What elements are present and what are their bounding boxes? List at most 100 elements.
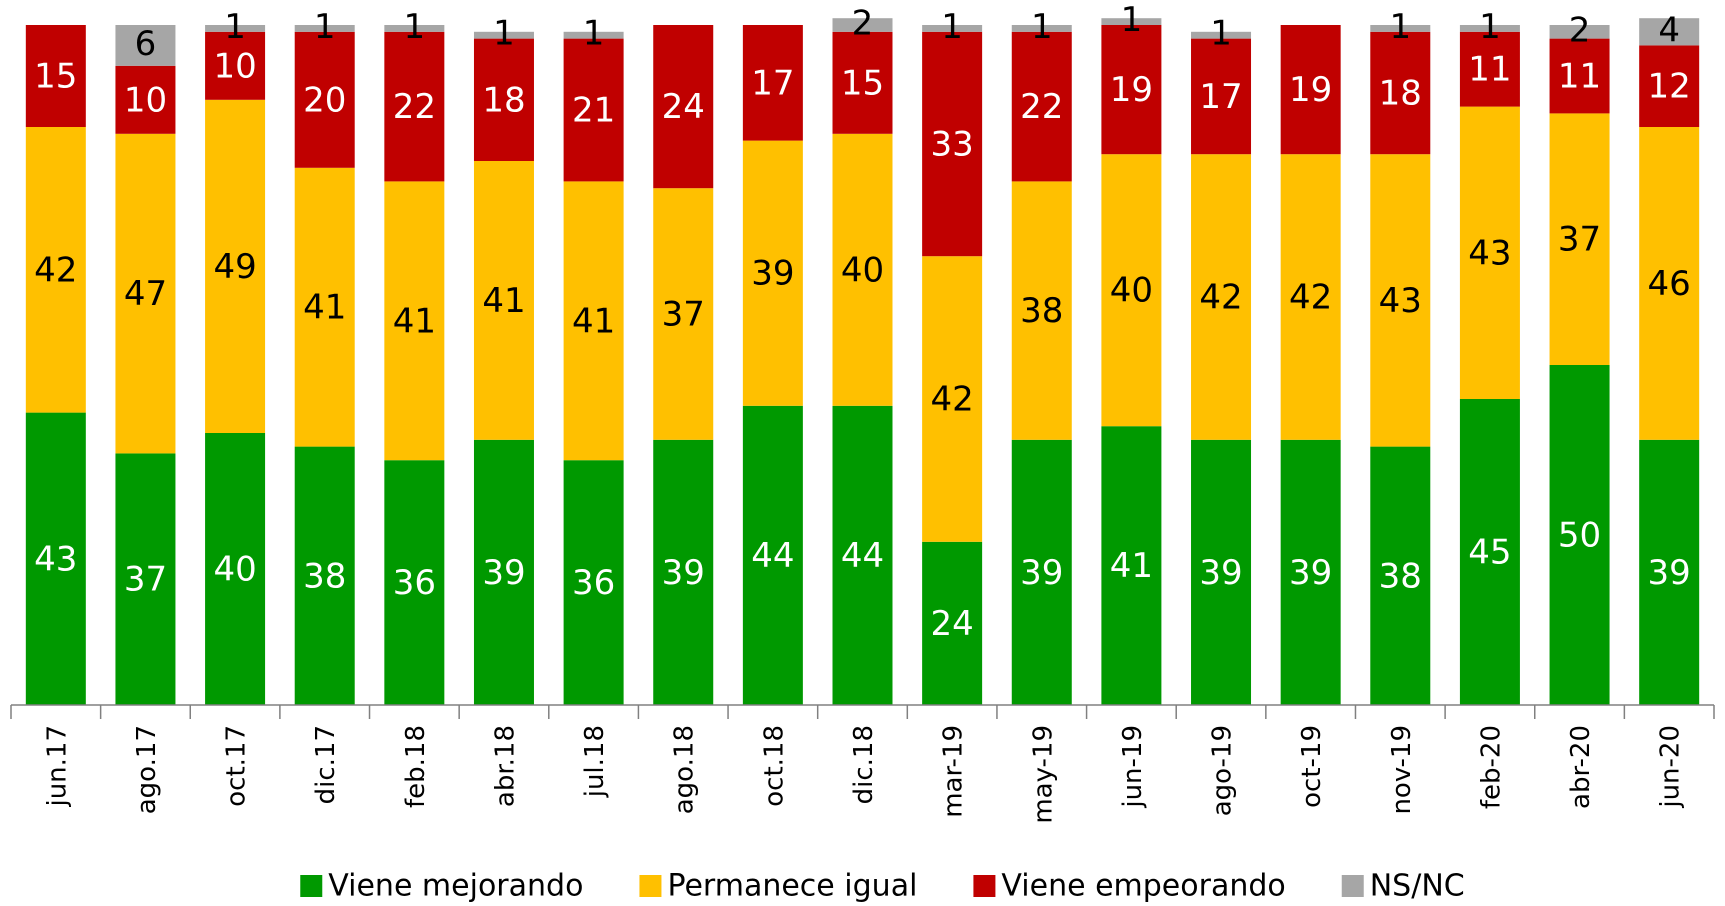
data-label: 1: [941, 7, 963, 47]
x-tick-label: oct-19: [1297, 725, 1327, 808]
x-tick-label: feb-20: [1476, 725, 1506, 809]
data-label: 41: [393, 301, 436, 341]
bar-segment: [832, 18, 893, 32]
data-label: 24: [662, 87, 705, 127]
legend-swatch: [639, 875, 662, 897]
data-label: 4: [1658, 10, 1680, 50]
bar-segment: [1370, 25, 1431, 32]
bar-segment: [1370, 31, 1431, 155]
bar-segment: [653, 25, 714, 189]
data-label: 37: [662, 295, 705, 335]
legend-swatch: [300, 875, 323, 897]
data-label: 42: [930, 380, 973, 420]
bar-segment: [563, 38, 624, 182]
bar-segment: [1191, 154, 1252, 440]
legend-label: Viene empeorando: [1001, 869, 1285, 904]
bar-segment: [1280, 154, 1341, 440]
x-tick-label: abr-20: [1566, 725, 1596, 809]
data-label: 1: [1389, 7, 1411, 47]
data-label: 2: [1569, 10, 1591, 50]
bar-segment: [1639, 439, 1700, 705]
data-label: 36: [572, 563, 615, 603]
data-label: 18: [1379, 74, 1422, 114]
data-label: 15: [841, 63, 884, 103]
data-label: 49: [213, 247, 256, 287]
bar-segment: [1280, 25, 1341, 155]
data-label: 17: [751, 63, 794, 103]
data-label: 10: [124, 80, 167, 120]
bar-segment: [384, 31, 445, 182]
data-label: 39: [1020, 553, 1063, 593]
bar-segment: [1549, 38, 1610, 114]
bar-segment: [563, 31, 624, 39]
data-label: 37: [124, 560, 167, 600]
bar-segment: [115, 133, 176, 454]
data-label: 45: [1468, 533, 1511, 573]
bar-segment: [653, 439, 714, 705]
data-label: 1: [404, 7, 426, 47]
bar-segment: [1459, 25, 1520, 32]
bar-segment: [742, 405, 803, 705]
data-label: 17: [1199, 77, 1242, 117]
data-label: 12: [1648, 67, 1691, 107]
data-label: 24: [930, 604, 973, 644]
data-label: 22: [1020, 87, 1063, 127]
bar-segment: [384, 181, 445, 461]
bar-segment: [832, 405, 893, 705]
data-label: 43: [1468, 233, 1511, 273]
data-label: 1: [1121, 0, 1143, 40]
bar-segment: [1101, 25, 1162, 155]
data-label: 19: [1289, 70, 1332, 110]
bar-segment: [115, 25, 176, 66]
bar-segment: [1639, 127, 1700, 440]
bar-segment: [205, 31, 266, 100]
bar-segment: [115, 453, 176, 705]
legend-label: NS/NC: [1370, 869, 1465, 904]
data-label: 1: [493, 14, 515, 54]
bar-segment: [922, 31, 983, 257]
legend-label: Viene mejorando: [328, 869, 583, 904]
bar-segment: [1549, 25, 1610, 39]
bar-segment: [1370, 154, 1431, 447]
bar-segment: [922, 541, 983, 705]
bar-segment: [1459, 31, 1520, 107]
bar-segment: [653, 188, 714, 440]
data-label: 39: [1199, 553, 1242, 593]
data-label: 39: [482, 553, 525, 593]
data-label: 38: [1020, 291, 1063, 331]
data-label: 6: [135, 24, 157, 64]
x-tick-label: jun-19: [1118, 725, 1148, 809]
data-label: 2: [852, 4, 874, 44]
bar-segment: [294, 167, 355, 447]
legend: Viene mejorando Permanece igual Viene empe…: [300, 869, 1465, 904]
bar-segment: [1459, 399, 1520, 705]
data-label: 1: [583, 14, 605, 54]
bar-segment: [25, 412, 86, 705]
data-label: 41: [482, 281, 525, 321]
data-label: 39: [1648, 553, 1691, 593]
data-label: 41: [572, 301, 615, 341]
data-label: 37: [1558, 220, 1601, 260]
bar-segment: [473, 38, 534, 161]
bar-segment: [1280, 439, 1341, 705]
bar-segment: [1549, 365, 1610, 705]
data-label: 43: [34, 539, 77, 579]
bar-segment: [205, 25, 266, 32]
data-label: 11: [1558, 57, 1601, 97]
data-label: 22: [393, 87, 436, 127]
data-label: 44: [751, 536, 794, 576]
x-tick-label: ago-19: [1208, 725, 1238, 816]
data-label: 40: [213, 550, 256, 590]
x-tick-label: may-19: [1028, 725, 1058, 824]
x-tick-label: ago.17: [132, 725, 162, 814]
data-label: 43: [1379, 281, 1422, 321]
bar-segment: [25, 127, 86, 413]
bar-segment: [1549, 113, 1610, 366]
data-label: 11: [1468, 50, 1511, 90]
bar-segment: [384, 460, 445, 705]
bar-segment: [294, 31, 355, 168]
bar-segment: [384, 25, 445, 32]
data-label: 50: [1558, 516, 1601, 556]
data-label: 39: [1289, 553, 1332, 593]
data-label: 42: [1199, 278, 1242, 318]
